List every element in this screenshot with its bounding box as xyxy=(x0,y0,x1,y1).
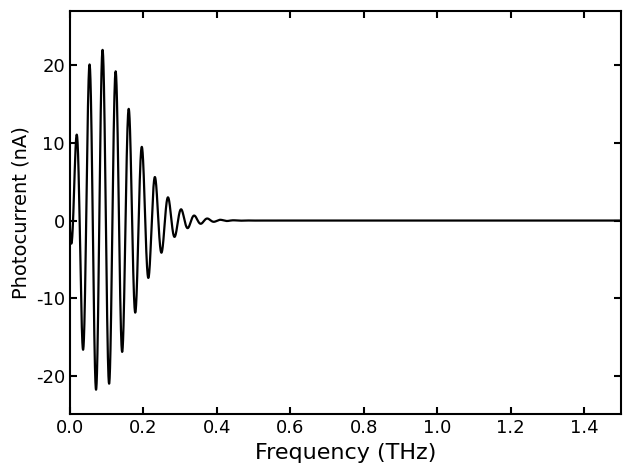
Y-axis label: Photocurrent (nA): Photocurrent (nA) xyxy=(11,127,30,299)
X-axis label: Frequency (THz): Frequency (THz) xyxy=(255,443,436,463)
